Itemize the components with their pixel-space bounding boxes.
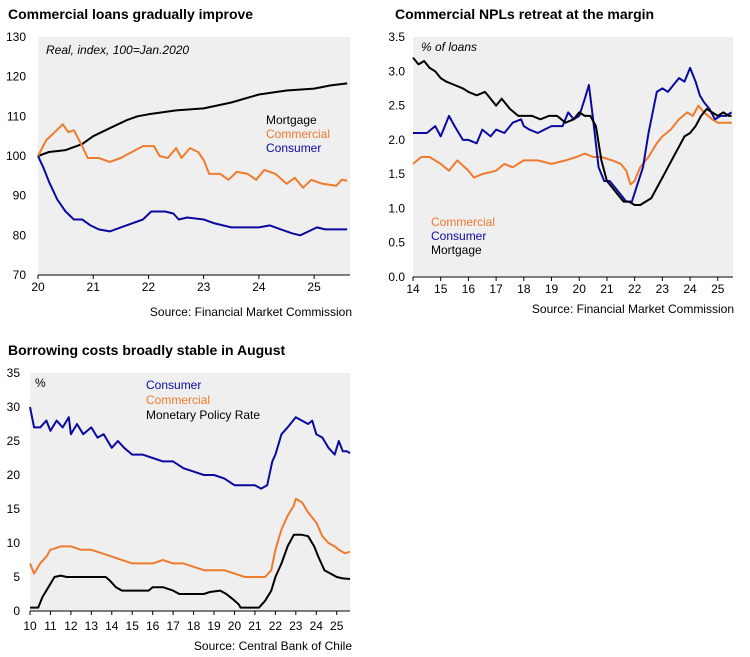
- y-tick-label: 3.5: [388, 30, 405, 44]
- y-tick-label: 130: [6, 30, 26, 44]
- y-tick-label: 110: [7, 109, 26, 123]
- series-line-mortgage: [412, 56, 732, 206]
- y-tick-label: 90: [13, 189, 27, 203]
- x-tick-label: 25: [711, 282, 725, 296]
- y-tick-label: 3.0: [388, 64, 405, 78]
- chart-subtitle: Real, index, 100=Jan.2020: [46, 43, 189, 57]
- x-tick-label: 21: [87, 280, 101, 294]
- y-tick-label: 70: [13, 268, 27, 282]
- chart-panel-loans: Commercial loans gradually improve 70 80 9…: [0, 0, 360, 325]
- y-tick-label: 2.0: [388, 133, 405, 147]
- y-tick-label: 5: [13, 570, 20, 584]
- chart-panel-rates: Borrowing costs broadly stable in August…: [0, 335, 360, 657]
- series-line-consumer: [37, 155, 348, 237]
- legend-label-commercial: Commercial: [266, 127, 330, 141]
- y-tick-label: 15: [7, 502, 21, 516]
- npl-chart: 0.0 0.5 1.0 1.5 2.0 2.5 3.0 3.5 14 15 16 17 18 19 20 21…: [388, 30, 733, 296]
- x-tick-label: 17: [166, 619, 180, 633]
- plot-area: [30, 373, 350, 611]
- legend-label-monetary-policy-rate: Monetary Policy Rate: [146, 408, 260, 422]
- x-tick-label: 25: [330, 619, 344, 633]
- x-tick-label: 22: [628, 282, 642, 296]
- series-line-commercial: [29, 497, 351, 578]
- chart-panel-npls: Commercial NPLs retreat at the margin 0.…: [375, 0, 750, 325]
- y-tick-label: 0.5: [388, 236, 405, 250]
- x-tick-label: 23: [656, 282, 670, 296]
- x-tick-label: 18: [187, 619, 201, 633]
- x-tick-label: 16: [462, 282, 476, 296]
- chart-title: Commercial NPLs retreat at the margin: [395, 6, 655, 22]
- x-tick-label: 16: [146, 619, 160, 633]
- x-tick-label: 11: [44, 619, 57, 633]
- x-tick-label: 10: [23, 619, 37, 633]
- series-line-mortgage: [37, 82, 348, 157]
- x-tick-label: 15: [434, 282, 448, 296]
- x-tick-label: 20: [31, 280, 45, 294]
- x-tick-label: 13: [85, 619, 99, 633]
- chart-source: Source: Financial Market Commission: [149, 305, 352, 319]
- chart-source: Source: Central Bank of Chile: [193, 639, 352, 653]
- series-line-consumer: [413, 66, 733, 203]
- x-tick-label: 17: [489, 282, 503, 296]
- x-tick-label: 14: [406, 282, 420, 296]
- y-tick-label: 1.0: [388, 201, 405, 215]
- legend-label-consumer: Consumer: [266, 141, 321, 155]
- x-tick-label: 24: [252, 280, 266, 294]
- legend-label-mortgage: Mortgage: [266, 113, 317, 127]
- y-tick-label: 35: [7, 366, 21, 380]
- chart-title: Commercial loans gradually improve: [8, 6, 254, 22]
- chart-source: Source: Financial Market Commission: [531, 302, 734, 316]
- legend-label-mortgage: Mortgage: [431, 243, 482, 257]
- x-tick-label: 20: [573, 282, 587, 296]
- x-tick-label: 21: [248, 619, 262, 633]
- x-tick-label: 23: [197, 280, 211, 294]
- x-tick-label: 12: [64, 619, 78, 633]
- x-tick-label: 19: [207, 619, 221, 633]
- legend-label-consumer: Consumer: [146, 378, 201, 392]
- y-tick-label: 10: [7, 536, 21, 550]
- x-tick-label: 21: [600, 282, 614, 296]
- series-line-monetary-policy-rate: [30, 533, 351, 609]
- legend-label-commercial: Commercial: [431, 215, 495, 229]
- series-line-commercial: [37, 123, 348, 189]
- chart-title: Borrowing costs broadly stable in August: [8, 342, 286, 358]
- y-tick-label: 2.5: [388, 99, 405, 113]
- plot-area: [413, 37, 733, 277]
- x-tick-label: 22: [269, 619, 283, 633]
- legend-label-commercial: Commercial: [146, 393, 210, 407]
- series-line-consumer: [29, 406, 351, 490]
- rates-chart: 0 5 10 15 20 25 30 35 10 11 12 13 14 15 16 17 18 19 20 21 22…: [7, 366, 351, 633]
- x-tick-label: 24: [310, 619, 324, 633]
- y-tick-label: 25: [7, 434, 21, 448]
- loans-chart: 70 80 90 100 110 120 130 20 21 22 23 24 25 Real, inde…: [6, 30, 350, 294]
- x-tick-label: 19: [545, 282, 559, 296]
- x-tick-label: 25: [307, 280, 321, 294]
- x-tick-label: 18: [517, 282, 531, 296]
- x-tick-label: 22: [142, 280, 156, 294]
- chart-subtitle: %: [35, 376, 46, 390]
- x-tick-label: 23: [289, 619, 303, 633]
- y-tick-label: 30: [7, 400, 21, 414]
- plot-area: [38, 37, 350, 275]
- y-tick-label: 120: [6, 70, 26, 84]
- y-tick-label: 80: [13, 228, 27, 242]
- x-tick-label: 20: [228, 619, 242, 633]
- y-tick-label: 100: [6, 149, 26, 163]
- legend-label-consumer: Consumer: [431, 229, 486, 243]
- x-tick-label: 14: [105, 619, 119, 633]
- y-tick-label: 1.5: [388, 167, 405, 181]
- chart-subtitle: % of loans: [421, 40, 477, 54]
- y-tick-label: 0: [13, 604, 20, 618]
- y-tick-label: 0.0: [388, 270, 405, 284]
- x-tick-label: 15: [126, 619, 140, 633]
- x-tick-label: 24: [683, 282, 697, 296]
- y-tick-label: 20: [7, 468, 21, 482]
